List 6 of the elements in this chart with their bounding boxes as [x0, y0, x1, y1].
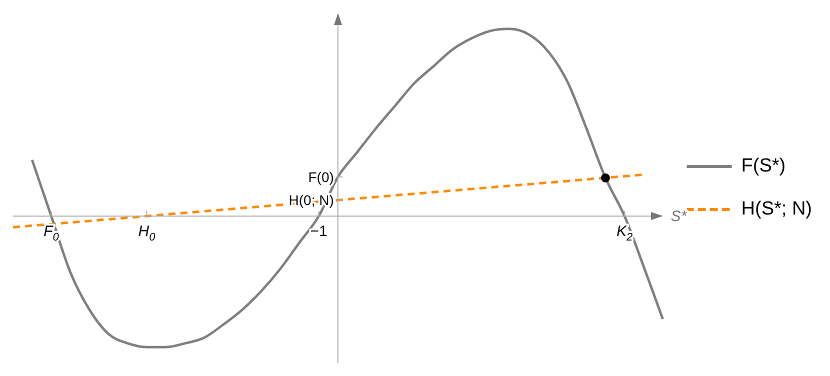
annotation: H(0; N) — [288, 192, 334, 208]
legend-label: H(S*; N) — [741, 198, 812, 220]
x-tick-label: −1 — [310, 223, 328, 240]
x-axis-title: S* — [670, 208, 688, 226]
annotation: F(0) — [308, 168, 334, 185]
legend-label: F(S*) — [741, 156, 786, 177]
